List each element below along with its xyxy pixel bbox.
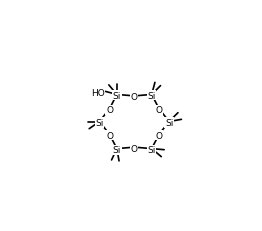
Text: Si: Si xyxy=(113,91,121,100)
Text: O: O xyxy=(106,106,113,115)
Text: O: O xyxy=(156,131,162,140)
Text: Si: Si xyxy=(148,146,156,155)
Text: Si: Si xyxy=(95,119,104,128)
Text: Si: Si xyxy=(113,146,121,155)
Text: HO: HO xyxy=(91,88,105,97)
Text: O: O xyxy=(131,144,138,153)
Text: O: O xyxy=(106,131,113,140)
Text: Si: Si xyxy=(148,91,156,100)
Text: Si: Si xyxy=(165,119,173,128)
Text: O: O xyxy=(131,93,138,102)
Text: O: O xyxy=(156,106,162,115)
